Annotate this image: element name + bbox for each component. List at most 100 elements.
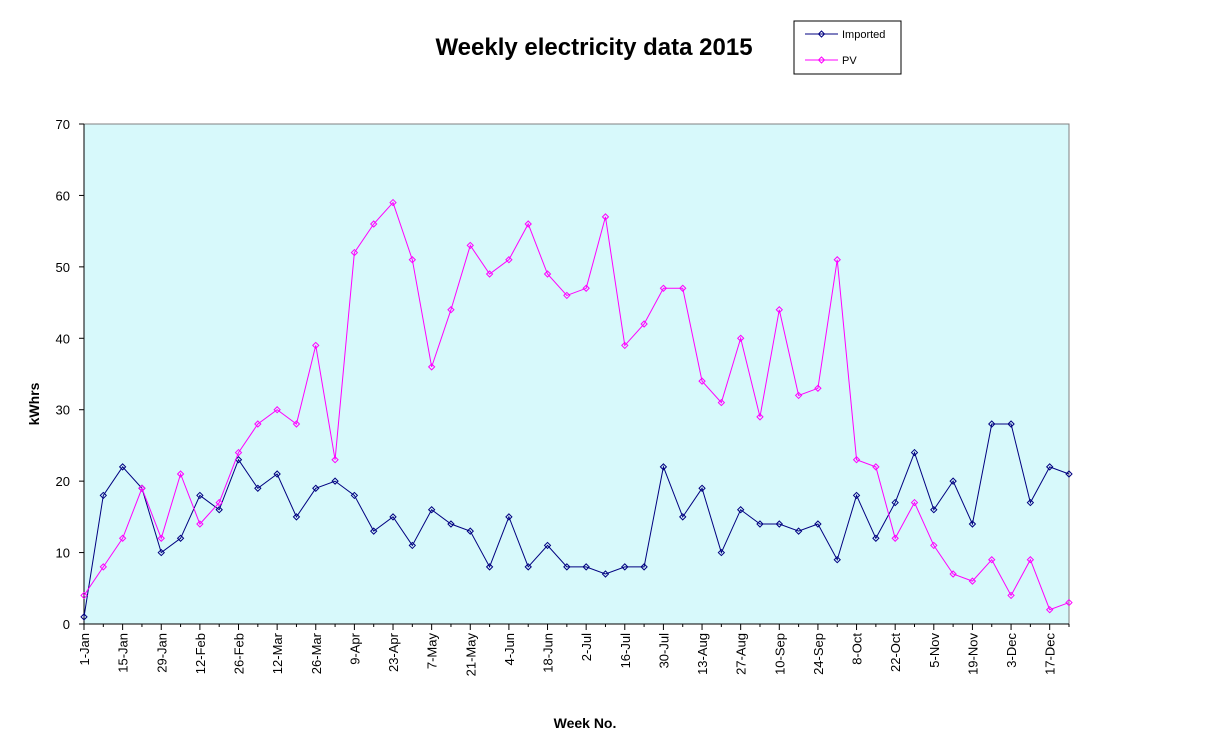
data-point-pv [118,534,127,542]
x-tick-label: 24-Sep [811,633,826,675]
data-point-pv [234,448,243,457]
data-point-imported [910,448,919,457]
data-point-imported [1026,498,1035,507]
series-layer [80,198,1073,621]
x-tick-label: 15-Jan [116,633,131,673]
x-tick-label: 29-Jan [154,633,169,673]
data-point-imported [427,506,436,514]
data-point-pv [138,484,146,492]
data-point-pv [389,198,397,207]
data-point-imported [775,520,783,528]
y-axis-label: kWhrs [26,382,42,425]
data-point-pv [1007,591,1015,600]
legend-label-pv: PV [842,55,857,67]
y-tick-label: 70 [56,117,70,132]
data-point-pv [698,377,706,385]
data-point-imported [930,506,938,514]
data-point-pv [640,320,648,328]
data-point-pv [717,398,726,407]
data-point-pv [254,420,262,428]
data-point-pv [988,556,996,564]
data-point-pv [1065,598,1073,607]
data-point-pv [176,470,185,478]
legend: Imported PV [793,20,902,75]
data-point-imported [524,563,532,571]
x-tick-label: 23-Apr [386,632,401,672]
data-point-imported [736,506,745,514]
data-point-imported [640,563,648,571]
y-tick-label: 60 [56,188,70,203]
data-point-imported [505,513,513,521]
x-tick-label: 7-May [425,633,440,670]
data-point-pv [872,463,880,471]
data-point-imported [756,520,764,528]
data-point-imported [312,484,320,492]
data-point-imported [118,463,127,471]
data-point-imported [466,527,474,535]
data-point-imported [601,570,610,578]
data-point-pv [485,270,494,278]
x-tick-label: 5-Nov [927,633,942,668]
data-point-pv [273,406,281,414]
data-point-imported [408,541,417,550]
data-point-pv [157,534,165,542]
data-point-pv [408,256,417,264]
y-tick-label: 50 [56,260,70,275]
data-point-imported [891,498,899,507]
x-tick-label: 9-Apr [347,632,362,664]
data-point-pv [814,384,822,392]
y-tick-label: 30 [56,403,70,418]
data-point-pv [466,241,474,250]
data-point-pv [949,570,957,578]
data-point-imported [292,513,301,521]
data-point-pv [99,563,108,571]
data-point-pv [775,306,783,314]
x-tick-label: 18-Jun [541,633,556,673]
legend-box [793,20,902,75]
x-tick-label: 1-Jan [77,633,92,666]
x-tick-label: 2-Jul [579,633,594,661]
chart-title: Weekly electricity data 2015 [435,34,752,61]
x-tick-label: 27-Aug [734,633,749,675]
data-point-pv [331,456,339,464]
data-point-imported [679,513,687,521]
data-point-imported [968,520,977,528]
data-point-imported [621,563,629,571]
data-point-imported [176,534,185,542]
data-point-imported [872,534,880,542]
series-line-pv [83,201,1070,611]
data-point-pv [833,256,841,264]
legend-marker-pv [817,56,826,64]
data-point-pv [852,456,861,464]
data-point-imported [1007,420,1015,428]
series-line-imported [83,423,1070,617]
data-point-pv [891,534,899,542]
data-point-pv [736,334,745,342]
data-point-pv [543,270,552,278]
y-tick-label: 0 [63,617,70,632]
data-point-imported [157,548,165,557]
data-point-pv [80,591,88,600]
data-point-imported [389,513,397,521]
data-point-imported [794,527,803,535]
data-point-imported [949,477,957,485]
data-point-pv [601,213,610,221]
x-tick-label: 3-Dec [1004,633,1019,668]
data-point-imported [1045,463,1054,471]
data-point-pv [524,220,532,228]
data-point-pv [292,420,301,428]
data-point-imported [215,506,223,514]
data-point-imported [543,541,552,550]
legend-label-imported: Imported [842,29,885,41]
data-point-imported [80,613,88,621]
data-point-pv [215,498,223,507]
data-point-pv [196,520,204,528]
data-point-pv [350,248,359,257]
plot-area [83,123,1070,625]
data-point-pv [427,363,436,371]
data-point-imported [563,563,571,571]
data-point-imported [852,491,861,500]
data-point-pv [1045,606,1054,614]
x-tick-label: 10-Sep [772,633,787,675]
